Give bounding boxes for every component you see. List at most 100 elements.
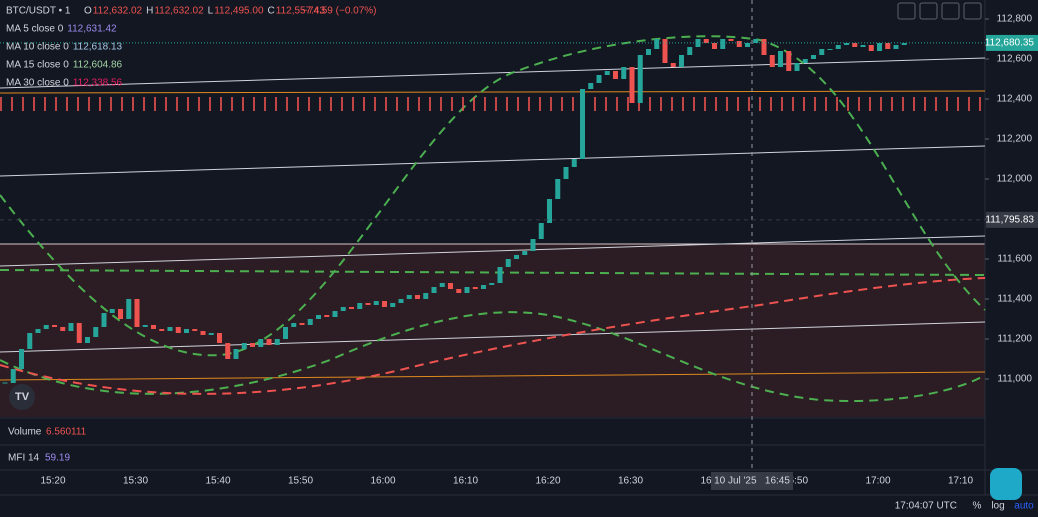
trend-line [0, 57, 986, 89]
candle [431, 287, 437, 293]
arrow-down-button[interactable] [919, 2, 938, 20]
candle [786, 51, 792, 71]
fullscreen-button[interactable] [963, 2, 982, 20]
candle [761, 39, 767, 55]
crosshair-price-tag [986, 211, 1038, 228]
candle [151, 325, 156, 329]
time-tick-label: 16:10 [453, 476, 478, 487]
trend-line [0, 145, 986, 177]
candle [340, 307, 346, 311]
auto-toggle[interactable]: auto [1014, 501, 1034, 512]
candle [555, 179, 561, 199]
candle [571, 159, 577, 167]
ohlc-label: O [84, 6, 92, 17]
candle [596, 75, 602, 83]
candle [868, 45, 874, 51]
indicator-name: MA 10 close 0 [6, 42, 69, 53]
ohlc-label: C [268, 6, 275, 17]
price-tick-label: 111,000 [997, 374, 1032, 385]
candle [802, 59, 808, 63]
candle [208, 333, 214, 335]
candle [604, 71, 610, 75]
ohlc-legend: O 112,632.02 H 112,632.02 L 112,495.00 C 112,55… [84, 6, 325, 17]
time-tick-label: 17:10 [948, 476, 973, 487]
candle [811, 55, 816, 59]
candle [283, 327, 288, 339]
ohlc-label: H [146, 6, 153, 17]
candle [10, 369, 16, 383]
percent-toggle[interactable]: % [973, 501, 982, 512]
candle [901, 43, 907, 45]
candle [439, 283, 445, 287]
candle [670, 63, 676, 67]
candle [679, 55, 684, 67]
candle [52, 325, 57, 327]
candle [654, 39, 660, 49]
candle [167, 327, 173, 331]
candle [85, 337, 90, 343]
indicator-name: MA 5 close 0 [6, 24, 64, 35]
candle [159, 329, 165, 331]
candle [629, 67, 635, 103]
mfi-value: 59.19 [45, 453, 70, 464]
price-tick-label: 111,400 [997, 294, 1032, 305]
candle [291, 323, 297, 327]
candle [324, 315, 330, 317]
candle [588, 83, 594, 89]
candle [60, 327, 66, 331]
candle [472, 287, 478, 289]
candle [695, 39, 701, 47]
candle [241, 343, 247, 349]
candle [819, 49, 825, 55]
candle [274, 339, 280, 345]
arrow-up-button[interactable] [897, 2, 916, 20]
candle [307, 319, 313, 325]
candle [448, 283, 453, 289]
settings-button[interactable] [941, 2, 960, 20]
toolbar [897, 2, 982, 20]
candle [357, 303, 363, 309]
candle [19, 349, 24, 369]
mfi-name: MFI 14 [8, 453, 40, 464]
support-button[interactable] [990, 468, 1022, 500]
candle [415, 295, 420, 299]
candle [192, 329, 198, 331]
candle [225, 343, 231, 359]
candle [637, 55, 643, 103]
candle [827, 49, 833, 50]
candle [217, 333, 222, 343]
candle [794, 63, 800, 71]
candle [68, 323, 74, 331]
candle [266, 339, 272, 345]
candle [76, 323, 82, 343]
candle [835, 45, 841, 49]
last-price-tag [986, 34, 1038, 51]
time-tick-label: 15:20 [40, 476, 65, 487]
change: −74.59 (−0.07%) [302, 6, 377, 17]
candle [530, 239, 536, 251]
tv-logo [9, 384, 35, 410]
log-toggle[interactable]: log [991, 501, 1004, 512]
candle [662, 39, 668, 63]
symbol: BTC/USDT • 1 [6, 6, 71, 17]
candles [2, 39, 907, 384]
dashed-curve [0, 311, 986, 402]
candle [769, 55, 775, 67]
candle [505, 259, 511, 267]
candle [703, 39, 709, 43]
price-tick-label: 112,400 [997, 94, 1033, 105]
candle [613, 71, 618, 79]
candle [736, 41, 742, 47]
candle [687, 47, 693, 55]
time-tick-label: 16:20 [535, 476, 560, 487]
candle [563, 167, 569, 179]
dashed-curve [0, 277, 986, 395]
candle [538, 223, 544, 239]
price-tick-label: 112,200 [997, 134, 1033, 145]
candle [126, 299, 132, 319]
tv-logo-mark: TV [15, 391, 30, 403]
time-tick-label: 15:30 [123, 476, 148, 487]
candle [464, 287, 470, 293]
price-tick-label: 111,200 [997, 334, 1032, 345]
